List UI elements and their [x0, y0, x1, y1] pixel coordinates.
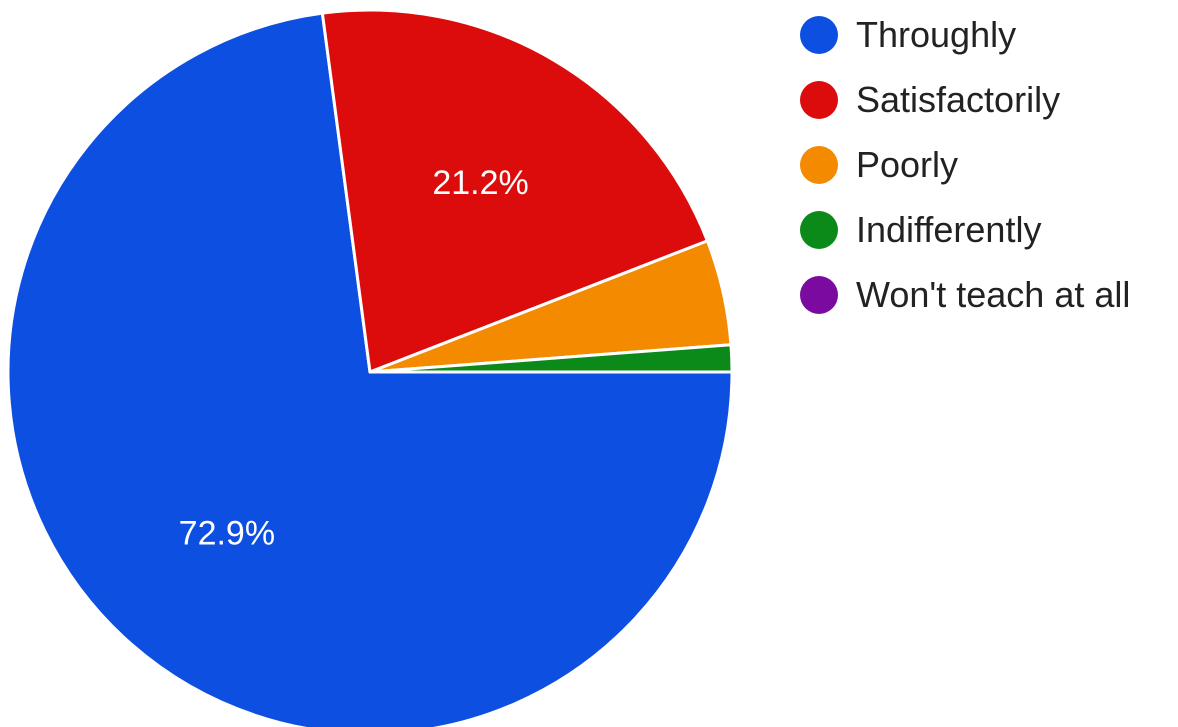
slice-value-label: 21.2%: [432, 164, 528, 202]
legend-item: Satisfactorily: [800, 67, 1130, 132]
pie-slice-satisfactorily: [320, 8, 709, 374]
legend-label: Throughly: [856, 13, 1017, 55]
legend-item: Won't teach at all: [800, 262, 1130, 327]
legend-swatch: [800, 145, 838, 184]
pie-slice-labels: 72.9% 21.2%: [179, 164, 529, 552]
legend-item: Poorly: [800, 132, 1130, 197]
legend-swatch: [800, 210, 838, 249]
pie-slices: [6, 8, 734, 727]
pie-slice-indifferently: [368, 343, 734, 374]
legend-label: Indifferently: [856, 208, 1042, 250]
legend-label: Poorly: [856, 143, 959, 185]
legend-swatch: [800, 275, 838, 314]
pie-slice-throughly: [6, 11, 734, 727]
legend-swatch: [800, 15, 838, 54]
slice-value-label: 72.9%: [179, 514, 275, 552]
chart-legend: Throughly Satisfactorily Poorly Indifferent…: [800, 2, 1130, 327]
legend-item: Throughly: [800, 2, 1130, 67]
legend-item: Indifferently: [800, 197, 1130, 262]
legend-swatch: [800, 80, 838, 119]
legend-label: Won't teach at all: [856, 273, 1131, 315]
legend-label: Satisfactorily: [856, 78, 1061, 120]
